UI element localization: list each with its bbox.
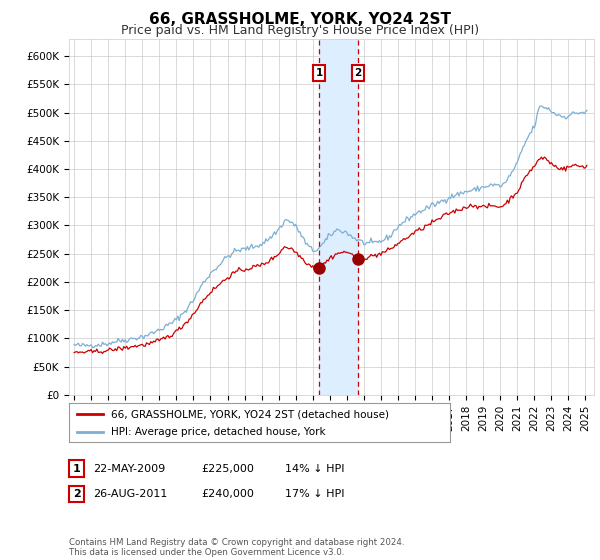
Text: Price paid vs. HM Land Registry's House Price Index (HPI): Price paid vs. HM Land Registry's House … (121, 24, 479, 36)
Text: 2: 2 (73, 489, 80, 499)
Text: 26-AUG-2011: 26-AUG-2011 (93, 489, 167, 499)
Text: 17% ↓ HPI: 17% ↓ HPI (285, 489, 344, 499)
Text: 14% ↓ HPI: 14% ↓ HPI (285, 464, 344, 474)
Text: 22-MAY-2009: 22-MAY-2009 (93, 464, 165, 474)
Text: 66, GRASSHOLME, YORK, YO24 2ST: 66, GRASSHOLME, YORK, YO24 2ST (149, 12, 451, 27)
Text: 2: 2 (354, 68, 362, 78)
Text: £225,000: £225,000 (201, 464, 254, 474)
Bar (319, 39, 358, 395)
Text: 1: 1 (73, 464, 80, 474)
Text: 1: 1 (316, 68, 323, 78)
Text: Contains HM Land Registry data © Crown copyright and database right 2024.
This d: Contains HM Land Registry data © Crown c… (69, 538, 404, 557)
Text: £240,000: £240,000 (201, 489, 254, 499)
Text: 66, GRASSHOLME, YORK, YO24 2ST (detached house): 66, GRASSHOLME, YORK, YO24 2ST (detached… (111, 409, 389, 419)
Text: HPI: Average price, detached house, York: HPI: Average price, detached house, York (111, 427, 326, 437)
